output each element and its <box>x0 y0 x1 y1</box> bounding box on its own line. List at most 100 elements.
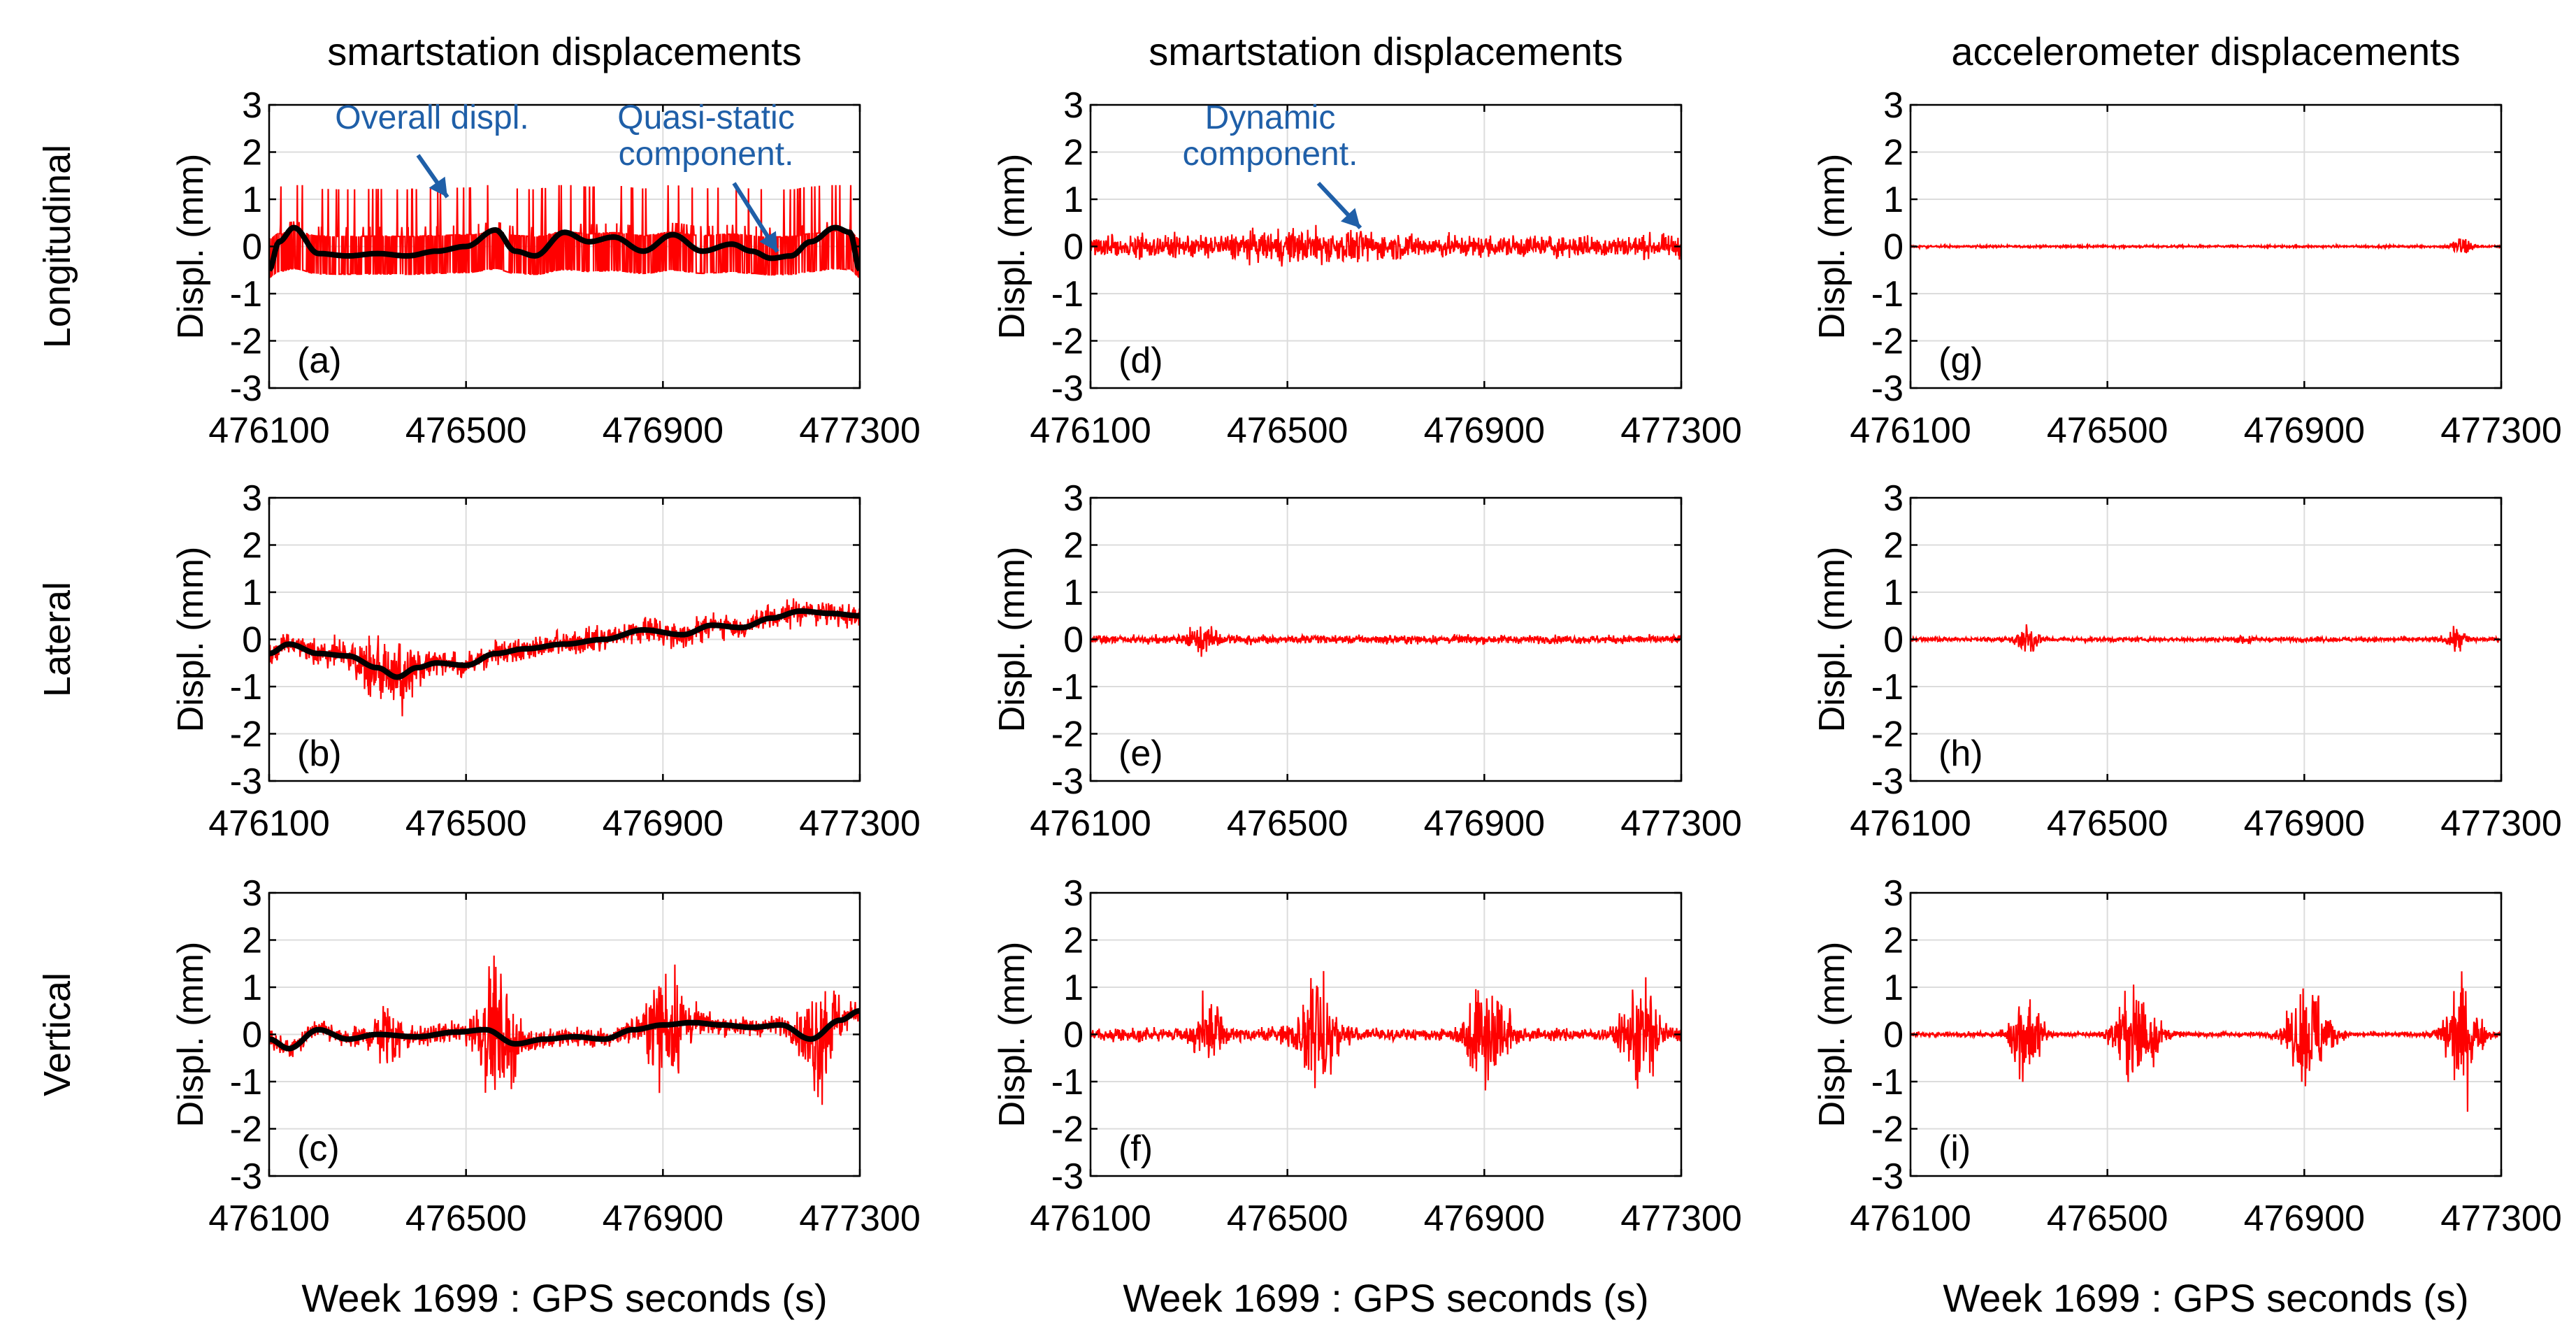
panel-label: (i) <box>1938 1128 1971 1169</box>
y-tick-label: 1 <box>1883 573 1904 613</box>
x-tick-label: 476100 <box>208 410 330 451</box>
y-tick-label: 1 <box>1883 180 1904 220</box>
y-tick-label: 0 <box>242 620 262 661</box>
y-tick-label: 3 <box>1883 478 1904 519</box>
x-axis-label: Week 1699 : GPS seconds (s) <box>1943 1276 2468 1320</box>
y-tick-label: 0 <box>1063 227 1084 268</box>
x-tick-label: 476500 <box>1227 803 1348 844</box>
signal-series-line <box>1911 238 2501 254</box>
y-tick-label: 3 <box>1883 873 1904 914</box>
y-tick-label: -1 <box>1051 667 1084 708</box>
quasi-static-series-line <box>269 1007 860 1052</box>
y-tick-label: -1 <box>1871 667 1904 708</box>
x-tick-label: 476500 <box>405 1198 527 1239</box>
y-tick-label: 3 <box>1883 85 1904 126</box>
y-tick-label: 2 <box>1883 526 1904 566</box>
row-labels: Longitudinal Lateral Vertical <box>36 145 78 1096</box>
x-tick-label: 476100 <box>1030 803 1151 844</box>
x-tick-label: 476500 <box>2047 410 2168 451</box>
y-tick-label: 1 <box>1063 573 1084 613</box>
x-tick-label: 476900 <box>2244 803 2366 844</box>
y-tick-label: 1 <box>1063 180 1084 220</box>
y-tick-label: 1 <box>242 968 262 1008</box>
y-tick-label: -1 <box>1051 274 1084 315</box>
quasi-static-series-line <box>269 608 860 680</box>
y-tick-label: 2 <box>242 133 262 173</box>
x-tick-label: 476900 <box>2244 1198 2366 1239</box>
y-tick-label: 2 <box>1063 526 1084 566</box>
y-axis-label: Displ. (mm) <box>1812 154 1852 340</box>
y-tick-label: 1 <box>242 573 262 613</box>
x-tick-label: 476900 <box>1424 803 1546 844</box>
x-tick-label: 476100 <box>208 803 330 844</box>
signal-series-line <box>1091 970 1681 1091</box>
y-tick-label: 2 <box>242 526 262 566</box>
annotation-text: Dynamic <box>1205 99 1336 136</box>
column-title: smartstation displacements <box>1149 29 1623 73</box>
annotation-arrowhead <box>429 176 447 197</box>
y-tick-label: 2 <box>1063 133 1084 173</box>
column-title: accelerometer displacements <box>1951 29 2460 73</box>
x-tick-label: 476500 <box>2047 1198 2168 1239</box>
column-title: smartstation displacements <box>327 29 802 73</box>
x-tick-label: 476100 <box>1850 1198 1971 1239</box>
y-axis-label: Displ. (mm) <box>171 942 211 1128</box>
y-axis-label: Displ. (mm) <box>1812 942 1852 1128</box>
y-tick-label: -2 <box>230 322 262 362</box>
y-tick-label: 2 <box>1883 133 1904 173</box>
y-tick-label: 0 <box>1063 1015 1084 1056</box>
y-axis-label: Displ. (mm) <box>171 154 211 340</box>
y-tick-label: 0 <box>1883 620 1904 661</box>
y-tick-label: 3 <box>1063 85 1084 126</box>
annotation-text: Overall displ. <box>335 99 528 136</box>
x-tick-label: 477300 <box>2440 410 2562 451</box>
y-tick-label: -2 <box>1051 715 1084 755</box>
y-tick-label: 3 <box>242 873 262 914</box>
x-tick-label: 476900 <box>1424 1198 1546 1239</box>
y-tick-label: -1 <box>1051 1062 1084 1103</box>
x-tick-label: 476900 <box>603 803 724 844</box>
y-tick-label: 1 <box>1883 968 1904 1008</box>
panel-label: (f) <box>1118 1128 1153 1169</box>
y-tick-label: 2 <box>242 921 262 961</box>
x-tick-label: 476900 <box>603 1198 724 1239</box>
row-label: Lateral <box>36 582 78 697</box>
y-axis-label: Displ. (mm) <box>992 547 1032 733</box>
x-tick-label: 477300 <box>799 1198 921 1239</box>
y-axis-label: Displ. (mm) <box>992 942 1032 1128</box>
signal-series-line <box>1911 624 2501 652</box>
y-tick-label: 2 <box>1883 921 1904 961</box>
x-tick-label: 476900 <box>603 410 724 451</box>
signal-series-line <box>1091 626 1681 657</box>
y-tick-label: -2 <box>1871 715 1904 755</box>
x-axis-labels: Week 1699 : GPS seconds (s) Week 1699 : G… <box>301 1276 2468 1320</box>
y-tick-label: 3 <box>1063 478 1084 519</box>
y-tick-label: -2 <box>1871 1110 1904 1150</box>
x-tick-label: 477300 <box>2440 1198 2562 1239</box>
annotation-arrowhead <box>759 231 777 252</box>
panel-label: (h) <box>1938 733 1983 774</box>
y-tick-label: 2 <box>1063 921 1084 961</box>
signal-series-line <box>269 955 860 1105</box>
x-tick-label: 476900 <box>2244 410 2366 451</box>
annotation-text: component. <box>1183 136 1358 173</box>
x-tick-label: 476100 <box>1030 410 1151 451</box>
y-tick-label: 0 <box>1883 1015 1904 1056</box>
x-axis-label: Week 1699 : GPS seconds (s) <box>1123 1276 1648 1320</box>
panel-label: (b) <box>297 733 342 774</box>
y-axis-label: Displ. (mm) <box>171 547 211 733</box>
y-tick-label: -3 <box>1871 368 1904 409</box>
panel-label: (c) <box>297 1128 340 1169</box>
y-tick-label: -3 <box>230 368 262 409</box>
panel-label: (g) <box>1938 340 1983 381</box>
y-tick-label: -2 <box>1051 1110 1084 1150</box>
x-tick-label: 476100 <box>208 1198 330 1239</box>
x-tick-label: 476500 <box>1227 410 1348 451</box>
y-tick-label: 3 <box>1063 873 1084 914</box>
